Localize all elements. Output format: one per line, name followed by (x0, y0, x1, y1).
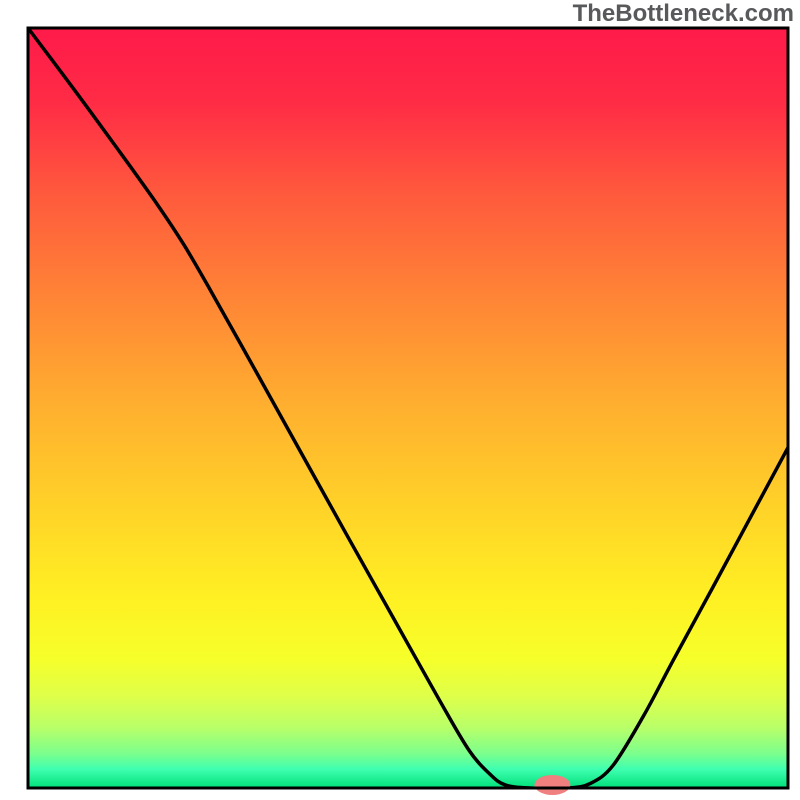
watermark-text: TheBottleneck.com (573, 0, 794, 28)
plot-background (28, 28, 788, 788)
bottleneck-chart: TheBottleneck.com (0, 0, 800, 800)
optimal-marker (534, 775, 570, 795)
chart-svg (0, 0, 800, 800)
